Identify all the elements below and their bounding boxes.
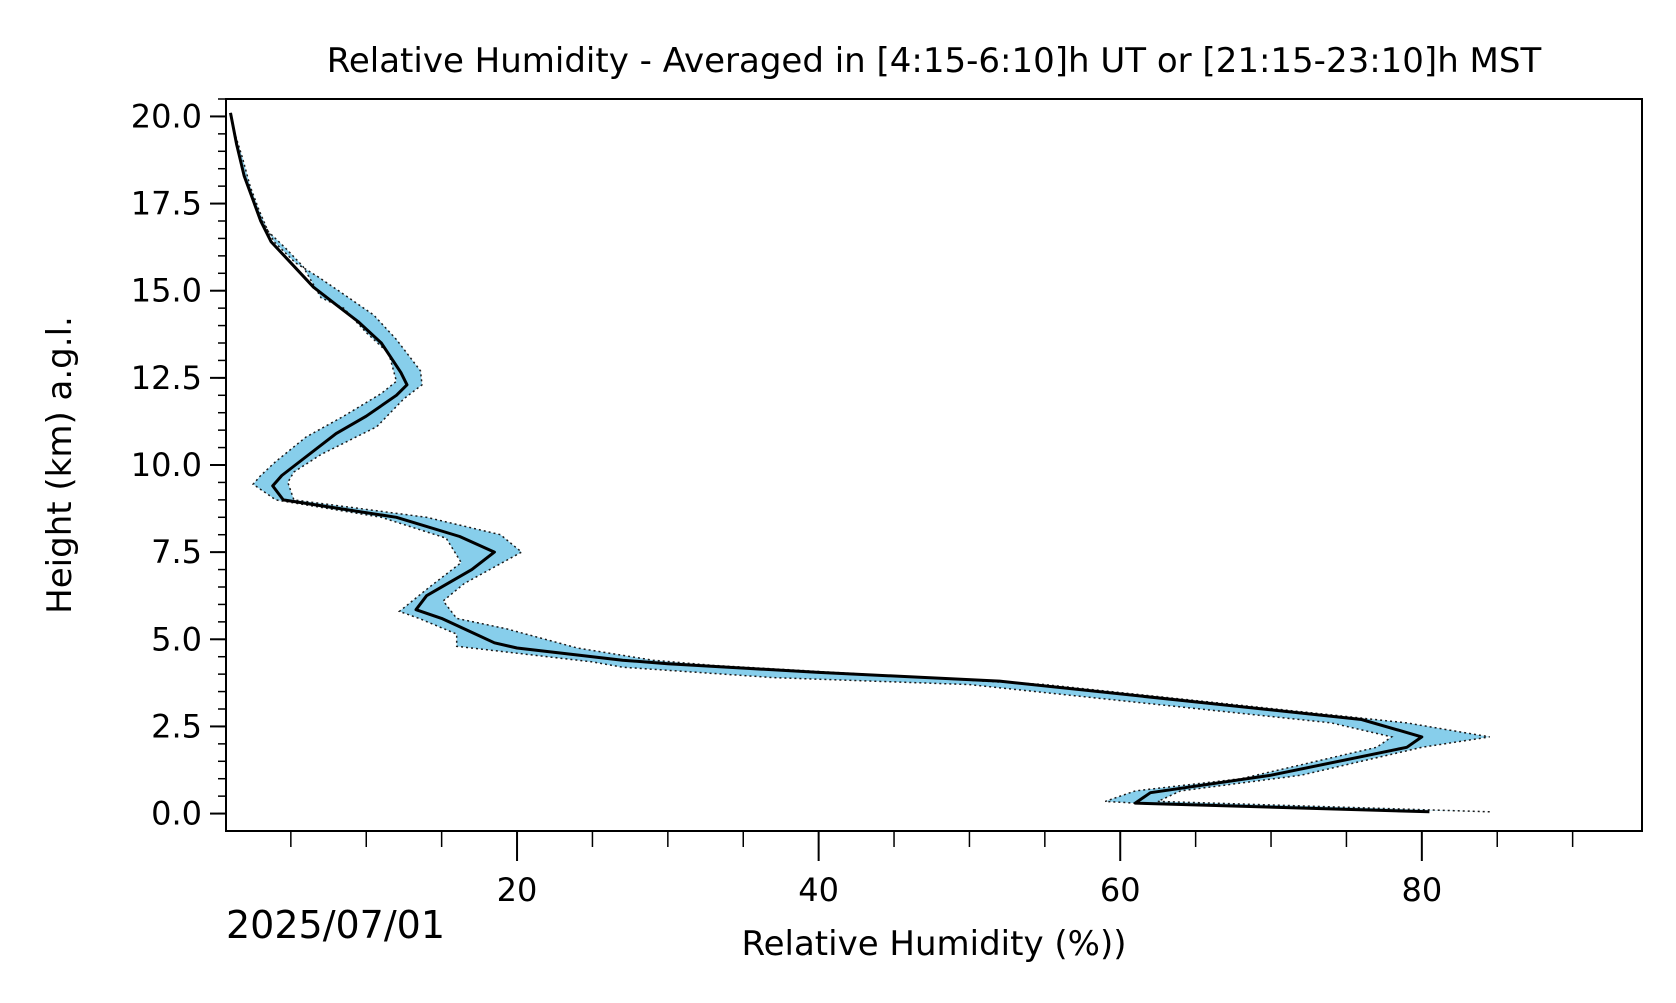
band-upper-edge bbox=[229, 112, 1490, 813]
band-layer bbox=[229, 112, 1490, 813]
x-tick-label: 20 bbox=[497, 871, 538, 909]
x-tick-label: 40 bbox=[798, 871, 839, 909]
band-lower-edge bbox=[229, 112, 1394, 804]
x-tick-label: 60 bbox=[1100, 871, 1141, 909]
y-tick-label: 0.0 bbox=[151, 795, 202, 833]
y-tick-label: 2.5 bbox=[151, 707, 202, 745]
y-axis: 0.0 2.5 5.0 7.5 10.0 12.5 15.0 17.5 20.0 bbox=[131, 97, 226, 833]
uncertainty-band bbox=[230, 112, 1490, 812]
y-tick-label: 12.5 bbox=[131, 359, 202, 397]
y-tick-label: 10.0 bbox=[131, 446, 202, 484]
y-tick-label: 15.0 bbox=[131, 272, 202, 310]
y-axis-label: Height (km) a.g.l. bbox=[40, 316, 80, 614]
x-axis: 20 40 60 80 bbox=[290, 831, 1574, 909]
chart-title: Relative Humidity - Averaged in [4:15-6:… bbox=[327, 41, 1542, 81]
x-tick-label: 80 bbox=[1401, 871, 1442, 909]
y-tick-label: 7.5 bbox=[151, 533, 202, 571]
y-tick-label: 5.0 bbox=[151, 620, 202, 658]
y-tick-label: 17.5 bbox=[131, 185, 202, 223]
date-label: 2025/07/01 bbox=[226, 903, 445, 947]
x-axis-label: Relative Humidity (%)) bbox=[742, 924, 1127, 964]
plot-frame bbox=[225, 98, 1643, 832]
line-layer bbox=[229, 112, 1430, 814]
mean-rh-line bbox=[229, 112, 1430, 814]
y-tick-label: 20.0 bbox=[131, 97, 202, 135]
